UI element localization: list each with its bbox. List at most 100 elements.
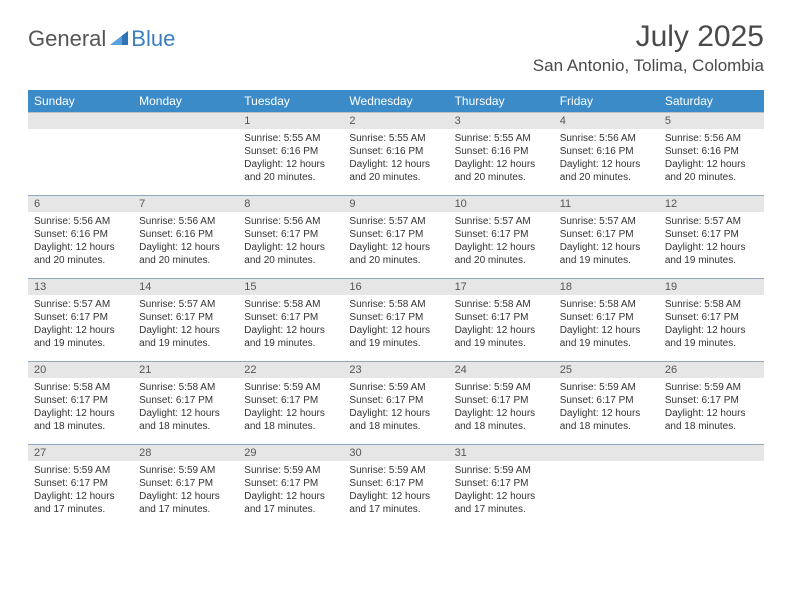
day-header: Sunday: [28, 90, 133, 113]
daylight-text: Daylight: 12 hours and 18 minutes.: [349, 407, 442, 433]
daylight-text: Daylight: 12 hours and 19 minutes.: [560, 241, 653, 267]
day-number: 12: [659, 196, 764, 212]
daylight-text: Daylight: 12 hours and 19 minutes.: [349, 324, 442, 350]
day-body: Sunrise: 5:57 AMSunset: 6:17 PMDaylight:…: [554, 212, 659, 278]
day-body: Sunrise: 5:58 AMSunset: 6:17 PMDaylight:…: [659, 295, 764, 361]
day-body: Sunrise: 5:59 AMSunset: 6:17 PMDaylight:…: [133, 461, 238, 527]
day-cell: 26Sunrise: 5:59 AMSunset: 6:17 PMDayligh…: [659, 362, 764, 445]
daylight-text: Daylight: 12 hours and 17 minutes.: [34, 490, 127, 516]
day-body: Sunrise: 5:57 AMSunset: 6:17 PMDaylight:…: [343, 212, 448, 278]
daylight-text: Daylight: 12 hours and 18 minutes.: [244, 407, 337, 433]
sunrise-text: Sunrise: 5:57 AM: [455, 215, 548, 228]
day-number: 29: [238, 445, 343, 461]
day-cell: 25Sunrise: 5:59 AMSunset: 6:17 PMDayligh…: [554, 362, 659, 445]
sunrise-text: Sunrise: 5:58 AM: [244, 298, 337, 311]
daylight-text: Daylight: 12 hours and 20 minutes.: [455, 158, 548, 184]
daylight-text: Daylight: 12 hours and 17 minutes.: [455, 490, 548, 516]
sunrise-text: Sunrise: 5:59 AM: [560, 381, 653, 394]
daylight-text: Daylight: 12 hours and 20 minutes.: [139, 241, 232, 267]
day-header: Thursday: [449, 90, 554, 113]
day-cell: 12Sunrise: 5:57 AMSunset: 6:17 PMDayligh…: [659, 196, 764, 279]
day-number: [28, 113, 133, 129]
day-number: 26: [659, 362, 764, 378]
sunset-text: Sunset: 6:17 PM: [455, 228, 548, 241]
day-cell: 5Sunrise: 5:56 AMSunset: 6:16 PMDaylight…: [659, 113, 764, 196]
day-header: Saturday: [659, 90, 764, 113]
day-body: Sunrise: 5:58 AMSunset: 6:17 PMDaylight:…: [28, 378, 133, 444]
daylight-text: Daylight: 12 hours and 17 minutes.: [349, 490, 442, 516]
day-body: Sunrise: 5:56 AMSunset: 6:16 PMDaylight:…: [133, 212, 238, 278]
sunrise-text: Sunrise: 5:56 AM: [560, 132, 653, 145]
day-body: Sunrise: 5:57 AMSunset: 6:17 PMDaylight:…: [28, 295, 133, 361]
sunset-text: Sunset: 6:17 PM: [139, 477, 232, 490]
sunset-text: Sunset: 6:17 PM: [349, 228, 442, 241]
day-header: Wednesday: [343, 90, 448, 113]
day-body: Sunrise: 5:56 AMSunset: 6:16 PMDaylight:…: [554, 129, 659, 195]
day-cell: 7Sunrise: 5:56 AMSunset: 6:16 PMDaylight…: [133, 196, 238, 279]
sunrise-text: Sunrise: 5:58 AM: [560, 298, 653, 311]
sunrise-text: Sunrise: 5:56 AM: [244, 215, 337, 228]
day-number: 10: [449, 196, 554, 212]
daylight-text: Daylight: 12 hours and 19 minutes.: [34, 324, 127, 350]
sunset-text: Sunset: 6:17 PM: [34, 394, 127, 407]
day-cell: 15Sunrise: 5:58 AMSunset: 6:17 PMDayligh…: [238, 279, 343, 362]
sunset-text: Sunset: 6:17 PM: [349, 477, 442, 490]
sunrise-text: Sunrise: 5:55 AM: [349, 132, 442, 145]
daylight-text: Daylight: 12 hours and 20 minutes.: [349, 241, 442, 267]
sunrise-text: Sunrise: 5:59 AM: [244, 464, 337, 477]
day-number: 13: [28, 279, 133, 295]
sunrise-text: Sunrise: 5:58 AM: [455, 298, 548, 311]
daylight-text: Daylight: 12 hours and 20 minutes.: [244, 158, 337, 184]
day-cell: 3Sunrise: 5:55 AMSunset: 6:16 PMDaylight…: [449, 113, 554, 196]
brand-part1: General: [28, 26, 106, 52]
day-body: Sunrise: 5:58 AMSunset: 6:17 PMDaylight:…: [238, 295, 343, 361]
day-header: Friday: [554, 90, 659, 113]
day-number: 11: [554, 196, 659, 212]
daylight-text: Daylight: 12 hours and 19 minutes.: [244, 324, 337, 350]
sunrise-text: Sunrise: 5:58 AM: [665, 298, 758, 311]
day-cell: [659, 445, 764, 528]
day-number: 19: [659, 279, 764, 295]
sunrise-text: Sunrise: 5:57 AM: [349, 215, 442, 228]
sunset-text: Sunset: 6:16 PM: [34, 228, 127, 241]
day-number: 5: [659, 113, 764, 129]
day-number: 6: [28, 196, 133, 212]
daylight-text: Daylight: 12 hours and 20 minutes.: [560, 158, 653, 184]
day-cell: 27Sunrise: 5:59 AMSunset: 6:17 PMDayligh…: [28, 445, 133, 528]
day-cell: 23Sunrise: 5:59 AMSunset: 6:17 PMDayligh…: [343, 362, 448, 445]
day-number: 9: [343, 196, 448, 212]
day-number: 20: [28, 362, 133, 378]
sunset-text: Sunset: 6:16 PM: [455, 145, 548, 158]
week-row: 27Sunrise: 5:59 AMSunset: 6:17 PMDayligh…: [28, 445, 764, 528]
month-title: July 2025: [533, 20, 764, 54]
sunrise-text: Sunrise: 5:59 AM: [34, 464, 127, 477]
sunset-text: Sunset: 6:16 PM: [244, 145, 337, 158]
day-body: [659, 461, 764, 527]
day-body: Sunrise: 5:57 AMSunset: 6:17 PMDaylight:…: [449, 212, 554, 278]
sunset-text: Sunset: 6:16 PM: [665, 145, 758, 158]
day-cell: 9Sunrise: 5:57 AMSunset: 6:17 PMDaylight…: [343, 196, 448, 279]
sunset-text: Sunset: 6:17 PM: [665, 228, 758, 241]
week-row: 20Sunrise: 5:58 AMSunset: 6:17 PMDayligh…: [28, 362, 764, 445]
sunset-text: Sunset: 6:17 PM: [455, 394, 548, 407]
day-number: 28: [133, 445, 238, 461]
daylight-text: Daylight: 12 hours and 18 minutes.: [455, 407, 548, 433]
day-body: Sunrise: 5:58 AMSunset: 6:17 PMDaylight:…: [554, 295, 659, 361]
daylight-text: Daylight: 12 hours and 19 minutes.: [560, 324, 653, 350]
day-body: [133, 129, 238, 195]
day-body: Sunrise: 5:59 AMSunset: 6:17 PMDaylight:…: [343, 461, 448, 527]
week-row: 6Sunrise: 5:56 AMSunset: 6:16 PMDaylight…: [28, 196, 764, 279]
sunset-text: Sunset: 6:17 PM: [349, 394, 442, 407]
sunrise-text: Sunrise: 5:57 AM: [34, 298, 127, 311]
sunset-text: Sunset: 6:17 PM: [665, 311, 758, 324]
daylight-text: Daylight: 12 hours and 19 minutes.: [665, 324, 758, 350]
sunrise-text: Sunrise: 5:59 AM: [665, 381, 758, 394]
calendar-table: Sunday Monday Tuesday Wednesday Thursday…: [28, 90, 764, 527]
day-body: Sunrise: 5:55 AMSunset: 6:16 PMDaylight:…: [449, 129, 554, 195]
sunset-text: Sunset: 6:17 PM: [349, 311, 442, 324]
day-body: Sunrise: 5:59 AMSunset: 6:17 PMDaylight:…: [28, 461, 133, 527]
daylight-text: Daylight: 12 hours and 19 minutes.: [139, 324, 232, 350]
day-body: Sunrise: 5:59 AMSunset: 6:17 PMDaylight:…: [343, 378, 448, 444]
daylight-text: Daylight: 12 hours and 18 minutes.: [665, 407, 758, 433]
day-number: 30: [343, 445, 448, 461]
